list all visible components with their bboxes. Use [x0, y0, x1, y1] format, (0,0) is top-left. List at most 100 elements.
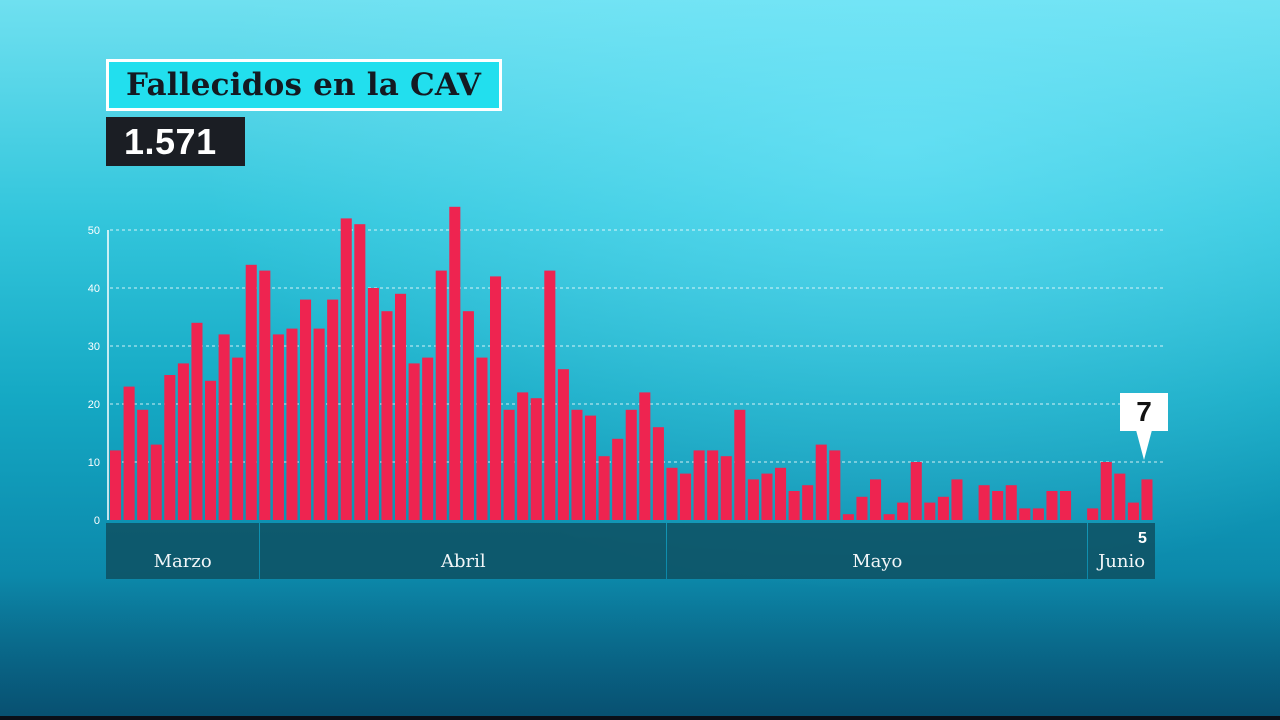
bar — [286, 328, 298, 520]
bar — [137, 409, 149, 520]
bar — [1046, 491, 1058, 520]
bar — [1060, 491, 1072, 520]
bar — [354, 224, 366, 520]
bar — [693, 450, 705, 520]
y-tick-label: 50 — [88, 225, 100, 237]
last-value-callout: 7 — [1120, 393, 1168, 431]
bar — [666, 467, 678, 520]
bar — [395, 293, 407, 520]
bar — [829, 450, 841, 520]
bar — [1087, 508, 1099, 520]
bar — [300, 299, 312, 520]
bar — [761, 473, 773, 520]
y-tick-label: 0 — [94, 515, 100, 527]
bar — [557, 369, 569, 520]
bar — [340, 218, 352, 520]
bar — [639, 392, 651, 520]
month-label: Abril — [441, 551, 486, 572]
bar — [883, 514, 895, 520]
bar — [381, 311, 393, 520]
bar — [625, 409, 637, 520]
bar — [232, 357, 244, 520]
total-count: 1.571 — [124, 120, 217, 162]
bar — [856, 496, 868, 520]
bar — [775, 467, 787, 520]
bar — [449, 206, 461, 521]
callout-pointer — [1136, 430, 1152, 460]
month-segment: Junio — [1088, 523, 1155, 579]
bar — [150, 444, 162, 520]
month-segment: Abril — [260, 523, 667, 579]
month-segment: Mayo — [667, 523, 1088, 579]
bar — [788, 491, 800, 520]
bar — [272, 334, 284, 520]
y-tick-label: 40 — [88, 283, 100, 295]
month-label: Junio — [1098, 551, 1146, 572]
bar — [164, 375, 176, 520]
y-tick-label: 30 — [88, 341, 100, 353]
bar — [598, 456, 610, 520]
bar — [422, 357, 434, 520]
month-label: Mayo — [852, 551, 903, 572]
bars — [110, 206, 1153, 521]
month-segment: Marzo — [106, 523, 260, 579]
y-axis-ticks: 0 10 20 30 40 50 — [88, 225, 100, 527]
bar — [910, 462, 922, 520]
bar — [842, 514, 854, 520]
bar — [205, 380, 217, 520]
bar — [110, 450, 122, 520]
bottom-strip — [0, 716, 1280, 720]
bar — [503, 409, 515, 520]
bar — [924, 502, 936, 520]
title-box: Fallecidos en la CAV — [106, 59, 502, 111]
bar — [218, 334, 230, 520]
callout-value: 7 — [1136, 396, 1152, 427]
bar — [177, 363, 189, 520]
bar — [747, 479, 759, 520]
bar — [327, 299, 339, 520]
month-label: Marzo — [153, 551, 212, 572]
bar — [530, 398, 542, 520]
bar — [544, 270, 556, 520]
bar — [937, 496, 949, 520]
bar — [1100, 462, 1112, 520]
bar — [680, 473, 692, 520]
bar — [245, 264, 257, 520]
bar — [802, 485, 814, 520]
bar — [992, 491, 1004, 520]
bar — [1019, 508, 1031, 520]
bar — [191, 322, 203, 520]
bar — [123, 386, 135, 520]
y-tick-label: 20 — [88, 399, 100, 411]
bar — [585, 415, 597, 520]
bar — [720, 456, 732, 520]
y-tick-label: 10 — [88, 457, 100, 469]
last-day-label: 5 — [1138, 530, 1147, 547]
bar — [707, 450, 719, 520]
bar — [734, 409, 746, 520]
bar — [1032, 508, 1044, 520]
bar — [476, 357, 488, 520]
grid-lines — [110, 229, 1165, 463]
bar — [652, 427, 664, 520]
bar — [490, 276, 502, 520]
bar — [367, 288, 379, 520]
bar — [897, 502, 909, 520]
bar — [408, 363, 420, 520]
total-box: 1.571 — [106, 117, 245, 166]
month-axis: Marzo Abril Mayo Junio — [106, 523, 1155, 579]
bar — [870, 479, 882, 520]
bar — [951, 479, 963, 520]
bar — [259, 270, 271, 520]
bar — [435, 270, 447, 520]
bar — [1114, 473, 1126, 520]
bar — [1141, 479, 1153, 520]
bar — [612, 438, 624, 520]
bar — [571, 409, 583, 520]
bar — [517, 392, 529, 520]
bar — [978, 485, 990, 520]
bar — [1005, 485, 1017, 520]
bar — [313, 328, 325, 520]
bar — [1127, 502, 1139, 520]
